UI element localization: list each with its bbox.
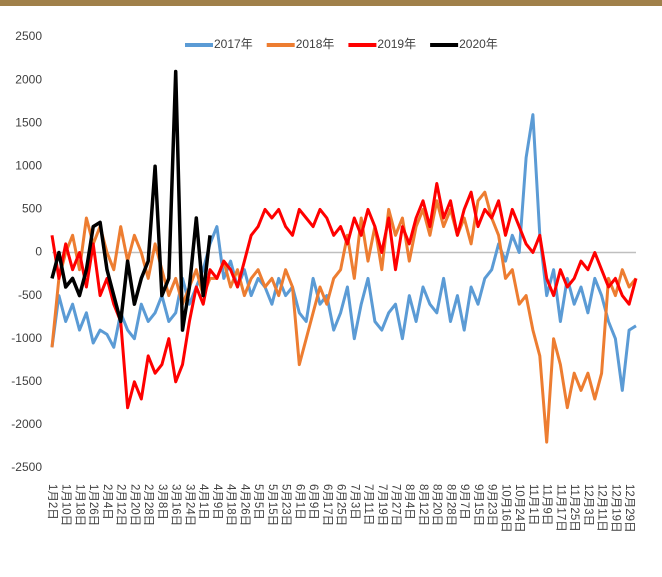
x-tick-label: 2月20日 <box>128 484 140 526</box>
y-tick-label: 0 <box>35 245 42 259</box>
x-tick-label: 6月17日 <box>321 484 333 526</box>
x-tick-label: 12月11日 <box>596 484 608 532</box>
x-tick-label: 7月19日 <box>376 484 388 526</box>
x-tick-label: 9月15日 <box>472 484 484 526</box>
x-tick-label: 3月8日 <box>156 484 168 520</box>
x-tick-label: 8月20日 <box>431 484 443 526</box>
x-tick-label: 4月9日 <box>211 484 223 520</box>
x-tick-label: 4月18日 <box>225 484 237 526</box>
legend-label: 2017年 <box>214 37 253 51</box>
x-tick-label: 5月15日 <box>266 484 278 526</box>
x-tick-label: 5月5日 <box>252 484 264 520</box>
y-tick-label: 1000 <box>15 158 42 172</box>
y-tick-label: 2000 <box>15 72 42 86</box>
x-tick-label: 9月23日 <box>486 484 498 526</box>
legend: 2017年 2018年 2019年 2020年 <box>185 37 498 51</box>
y-tick-label: -1000 <box>11 331 42 345</box>
y-tick-label: -500 <box>18 288 42 302</box>
x-tick-label: 10月24日 <box>513 484 525 533</box>
y-tick-label: 500 <box>22 202 42 216</box>
x-tick-label: 11月25日 <box>568 484 580 532</box>
y-tick-label: -2500 <box>11 460 42 474</box>
x-tick-label: 3月24日 <box>183 484 195 526</box>
x-tick-label: 2月12日 <box>115 484 127 526</box>
x-tick-label: 12月3日 <box>582 484 594 526</box>
x-tick-label: 4月26日 <box>238 484 250 526</box>
x-tick-label: 6月9日 <box>307 484 319 520</box>
x-tick-label: 2月28日 <box>142 484 154 526</box>
x-tick-label: 2月4日 <box>101 484 113 520</box>
series-line <box>50 113 637 392</box>
x-tick-label: 5月23日 <box>280 484 292 526</box>
x-tick-label: 6月1日 <box>293 484 305 520</box>
x-tick-label: 11月1日 <box>527 484 539 525</box>
x-tick-label: 8月12日 <box>417 484 429 526</box>
y-tick-label: -1500 <box>11 374 42 388</box>
x-tick-label: 9月7日 <box>458 484 470 520</box>
x-tick-label: 11月9日 <box>541 484 553 525</box>
y-tick-label: 1500 <box>15 115 42 129</box>
legend-label: 2019年 <box>377 37 416 51</box>
x-tick-label: 7月11日 <box>362 484 374 525</box>
series-line <box>50 190 638 444</box>
x-tick-label: 12月29日 <box>623 484 635 533</box>
top-border <box>0 0 662 6</box>
legend-label: 2018年 <box>296 37 335 51</box>
legend-label: 2020年 <box>459 37 498 51</box>
x-tick-label: 6月25日 <box>335 484 347 526</box>
x-tick-label: 10月16日 <box>499 484 511 533</box>
y-tick-label: 2500 <box>15 29 42 43</box>
x-tick-label: 7月3日 <box>348 484 360 520</box>
y-tick-label: -2000 <box>11 417 42 431</box>
x-tick-label: 4月1日 <box>197 484 209 520</box>
x-tick-label: 1月2日 <box>46 484 58 520</box>
x-tick-label: 12月19日 <box>609 484 621 533</box>
x-tick-label: 8月28日 <box>444 484 456 526</box>
x-tick-label: 7月27日 <box>389 484 401 526</box>
x-tick-label: 1月26日 <box>87 484 99 526</box>
x-tick-label: 11月17日 <box>554 484 566 532</box>
series-line <box>50 182 638 410</box>
x-tick-label: 3月16日 <box>170 484 182 526</box>
series-line <box>50 69 212 332</box>
x-tick-label: 8月4日 <box>403 484 415 520</box>
x-tick-label: 1月10日 <box>60 484 72 526</box>
x-tick-label: 1月18日 <box>73 484 85 526</box>
